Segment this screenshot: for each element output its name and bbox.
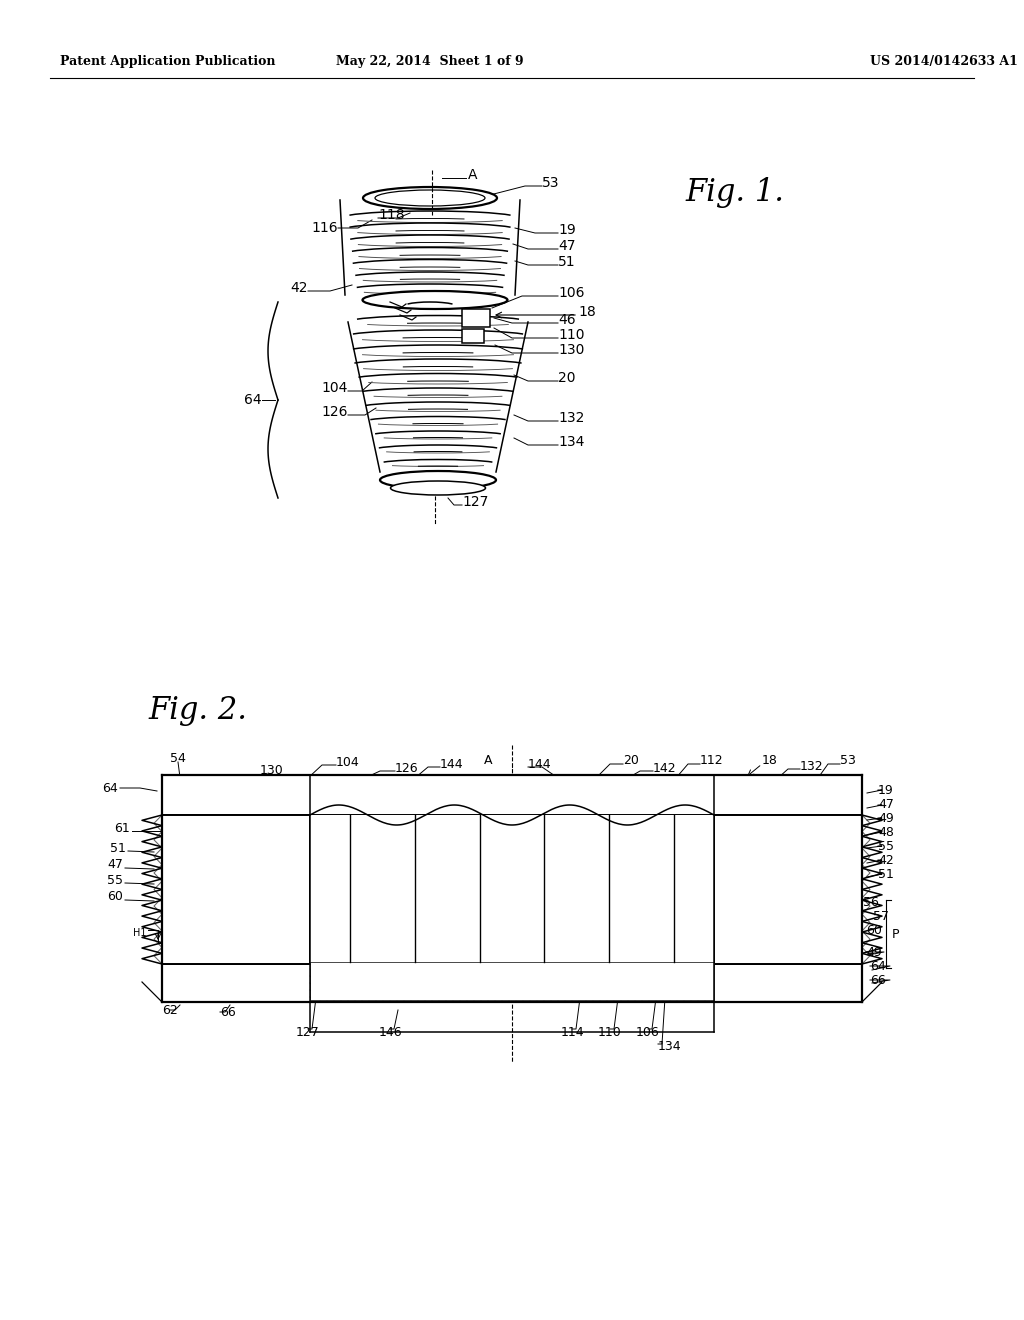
Text: 118: 118 — [378, 209, 404, 222]
Text: 130: 130 — [260, 763, 284, 776]
Text: 56: 56 — [863, 896, 879, 909]
Text: D1: D1 — [312, 833, 326, 843]
Text: 104: 104 — [322, 381, 348, 395]
Text: Patent Application Publication: Patent Application Publication — [60, 55, 275, 69]
Text: 146: 146 — [378, 1026, 401, 1039]
Text: Fig. 1.: Fig. 1. — [685, 177, 784, 207]
Text: 51: 51 — [558, 255, 575, 269]
Bar — [162, 775, 862, 814]
Text: 116: 116 — [311, 220, 338, 235]
Text: 19: 19 — [878, 784, 894, 796]
Text: 47: 47 — [558, 239, 575, 253]
Text: 51: 51 — [111, 842, 126, 854]
Text: 134: 134 — [558, 436, 585, 449]
Text: 51: 51 — [878, 867, 894, 880]
Text: 110: 110 — [558, 327, 585, 342]
Text: 46: 46 — [558, 313, 575, 327]
Text: 106: 106 — [558, 286, 585, 300]
Text: 47: 47 — [108, 858, 123, 871]
Text: 110: 110 — [598, 1026, 622, 1039]
Text: 64: 64 — [102, 781, 118, 795]
Text: US 2014/0142633 A1: US 2014/0142633 A1 — [870, 55, 1018, 69]
Text: 20: 20 — [558, 371, 575, 385]
Ellipse shape — [362, 290, 508, 309]
Text: A: A — [483, 755, 493, 767]
Text: R2: R2 — [365, 855, 382, 869]
Ellipse shape — [375, 190, 485, 206]
Text: 130: 130 — [558, 343, 585, 356]
Text: 66: 66 — [870, 974, 886, 986]
Text: D2: D2 — [322, 833, 336, 843]
Text: 55: 55 — [106, 874, 123, 887]
Text: 62: 62 — [162, 1003, 178, 1016]
Text: 18: 18 — [578, 305, 596, 319]
Text: 142: 142 — [653, 762, 677, 775]
Text: 18: 18 — [762, 755, 778, 767]
Text: 61: 61 — [115, 821, 130, 834]
Text: 127: 127 — [462, 495, 488, 510]
Bar — [310, 962, 714, 1001]
Text: 126: 126 — [322, 405, 348, 418]
Text: 49: 49 — [866, 945, 882, 958]
Text: 42: 42 — [878, 854, 894, 866]
Text: 106: 106 — [636, 1026, 659, 1039]
Text: 53: 53 — [840, 755, 856, 767]
FancyBboxPatch shape — [462, 329, 484, 343]
Ellipse shape — [362, 187, 497, 209]
Text: 66: 66 — [220, 1006, 236, 1019]
Text: 144: 144 — [528, 758, 552, 771]
Bar — [714, 814, 862, 964]
Text: H1: H1 — [132, 928, 146, 939]
Text: 48: 48 — [878, 825, 894, 838]
Text: 126: 126 — [395, 762, 419, 775]
Text: 47: 47 — [878, 799, 894, 812]
Text: 104: 104 — [336, 755, 359, 768]
Text: 132: 132 — [558, 411, 585, 425]
Text: 42: 42 — [291, 281, 308, 294]
Text: 112: 112 — [700, 755, 724, 767]
Text: 127: 127 — [296, 1026, 319, 1039]
Text: May 22, 2014  Sheet 1 of 9: May 22, 2014 Sheet 1 of 9 — [336, 55, 524, 69]
Text: Fig. 2.: Fig. 2. — [148, 694, 247, 726]
Text: H2: H2 — [160, 945, 174, 954]
Text: 134: 134 — [658, 1040, 682, 1053]
Text: 54: 54 — [170, 751, 186, 764]
Text: D: D — [312, 846, 319, 855]
Bar — [162, 814, 310, 964]
Text: P: P — [892, 928, 899, 940]
Ellipse shape — [390, 480, 485, 495]
Ellipse shape — [380, 471, 496, 488]
Text: 64: 64 — [870, 960, 886, 973]
Text: 60: 60 — [108, 891, 123, 903]
Text: 19: 19 — [558, 223, 575, 238]
Bar — [162, 964, 862, 1002]
Text: 57: 57 — [873, 909, 889, 923]
Text: 60: 60 — [866, 924, 882, 936]
Text: 20: 20 — [623, 755, 639, 767]
Text: 55: 55 — [878, 840, 894, 853]
FancyBboxPatch shape — [462, 309, 490, 327]
Text: A: A — [468, 168, 477, 182]
Text: R1: R1 — [385, 837, 401, 850]
Bar — [310, 814, 714, 964]
Text: 53: 53 — [542, 176, 559, 190]
Text: 132: 132 — [800, 759, 823, 772]
Text: 64: 64 — [245, 393, 262, 407]
Text: 49: 49 — [878, 812, 894, 825]
Text: 144: 144 — [440, 758, 464, 771]
Text: 114: 114 — [560, 1026, 584, 1039]
